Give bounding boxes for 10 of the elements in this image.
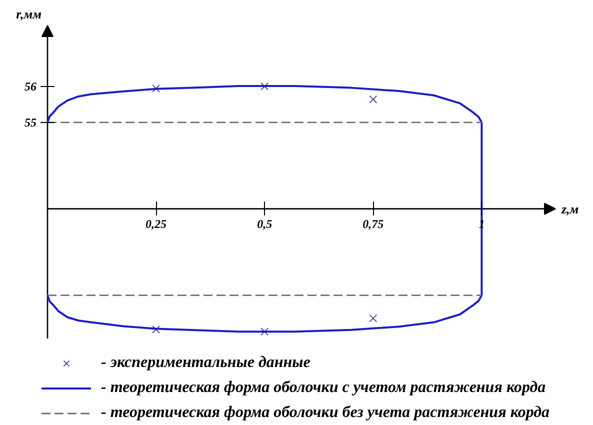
- x-axis-title: z,м: [560, 201, 579, 216]
- y-axis-title: r,мм: [16, 6, 42, 22]
- legend-label: - теоретическая форма оболочки с учетом растяжения корда: [101, 378, 546, 398]
- x-tick-label: 0,25: [146, 216, 167, 231]
- x-tick-label: 0,5: [257, 216, 272, 231]
- legend-label: - экспериментальные данные: [101, 353, 310, 373]
- y-tick-label: 55: [24, 115, 36, 130]
- x-tick-label: 0,75: [362, 216, 384, 231]
- legend-label: - теоретическая форма оболочки без учета растяжения корда: [101, 403, 550, 423]
- y-tick-label: 56: [24, 79, 36, 94]
